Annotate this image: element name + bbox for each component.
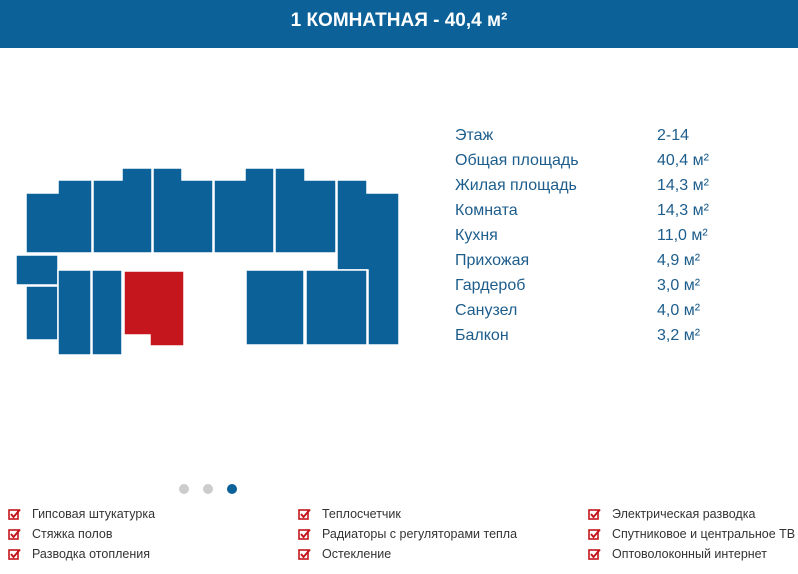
- spec-value: 11,0 м²: [657, 227, 708, 244]
- spec-value: 40,4 м²: [657, 152, 709, 169]
- unit: [91, 269, 123, 356]
- feature-item: Спутниковое и центральное ТВ: [612, 527, 796, 541]
- check-icon: [588, 528, 601, 546]
- spec-label: Общая площадь: [455, 152, 579, 169]
- check-icon: [588, 548, 601, 566]
- feature-item: Остекление: [322, 547, 392, 561]
- unit: [25, 285, 59, 341]
- unit: [92, 167, 153, 254]
- carousel-dot[interactable]: [203, 484, 213, 494]
- unit: [152, 167, 214, 254]
- spec-value: 3,0 м²: [657, 277, 701, 294]
- spec-label: Жилая площадь: [455, 177, 577, 194]
- feature-item: Радиаторы с регуляторами тепла: [322, 527, 518, 541]
- check-icon: [8, 528, 21, 546]
- unit: [15, 254, 59, 286]
- check-icon: [298, 548, 311, 566]
- unit: [245, 269, 305, 346]
- spec-label: Этаж: [455, 127, 494, 144]
- spec-label: Балкон: [455, 327, 509, 344]
- check-icon: [8, 548, 21, 566]
- spec-value: 2-14: [657, 127, 690, 144]
- spec-label: Кухня: [455, 227, 498, 244]
- feature-item: Теплосчетчик: [322, 507, 401, 521]
- floor-plan: [15, 167, 400, 356]
- spec-value: 14,3 м²: [657, 177, 709, 194]
- spec-value: 4,9 м²: [657, 252, 701, 269]
- check-icon: [8, 508, 21, 526]
- spec-label: Гардероб: [455, 277, 526, 294]
- feature-item: Стяжка полов: [32, 527, 113, 541]
- selected-unit[interactable]: [123, 270, 185, 347]
- check-icon: [298, 528, 311, 546]
- check-icon: [588, 508, 601, 526]
- unit: [213, 167, 275, 254]
- spec-label: Комната: [455, 202, 518, 219]
- spec-value: 4,0 м²: [657, 302, 701, 319]
- spec-value: 3,2 м²: [657, 327, 701, 344]
- header: 1 КОМНАТНАЯ - 40,4 м²: [0, 0, 798, 48]
- feature-item: Гипсовая штукатурка: [32, 507, 156, 521]
- carousel-dot[interactable]: [179, 484, 189, 494]
- spec-value: 14,3 м²: [657, 202, 709, 219]
- unit: [25, 179, 93, 254]
- spec-label: Прихожая: [455, 252, 530, 269]
- feature-item: Электрическая разводка: [612, 507, 756, 521]
- feature-item: Разводка отопления: [32, 547, 150, 561]
- unit: [274, 167, 337, 254]
- spec-label: Санузел: [455, 302, 518, 319]
- feature-item: Оптоволоконный интернет: [612, 547, 767, 561]
- carousel-dot-active[interactable]: [227, 484, 237, 494]
- title: 1 КОМНАТНАЯ - 40,4 м²: [290, 10, 508, 31]
- unit: [305, 269, 368, 346]
- unit: [57, 269, 92, 356]
- check-icon: [298, 508, 311, 526]
